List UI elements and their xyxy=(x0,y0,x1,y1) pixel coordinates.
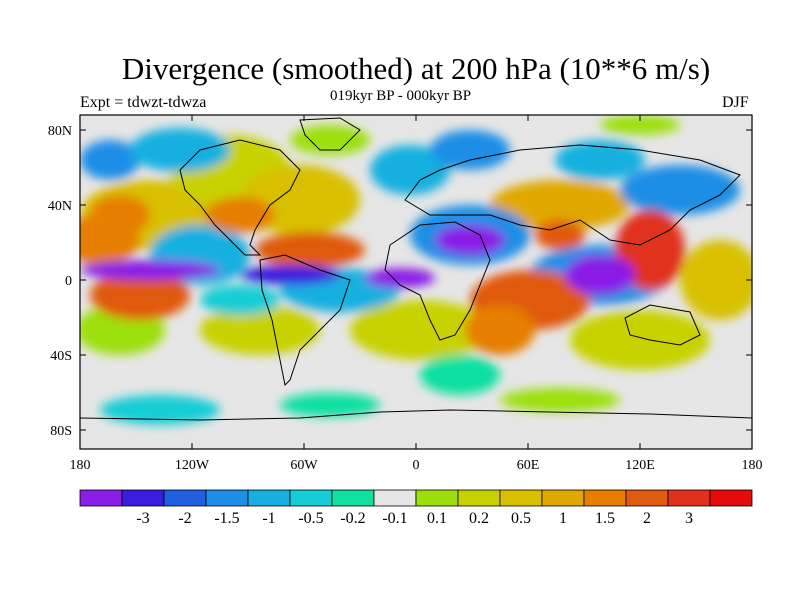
experiment-label: Expt = tdwzt-tdwza xyxy=(80,94,207,111)
colorbar-label: -1.5 xyxy=(214,510,239,527)
colorbar-box xyxy=(499,489,543,507)
colorbar-label: 0.2 xyxy=(469,510,489,527)
map-title: Divergence (smoothed) at 200 hPa (10**6 … xyxy=(121,51,711,86)
colorbar-legend: -3 -2 -1.5 -1 -0.5 -0.2 -0.1 0.1 0.2 0.5 1 1.5 2 3 xyxy=(79,489,753,527)
colorbar-box xyxy=(247,489,291,507)
colorbar-label: -3 xyxy=(136,510,149,527)
y-tick-label: 80N xyxy=(48,124,72,139)
colorbar-box xyxy=(331,489,375,507)
colorbar-label: 3 xyxy=(685,510,693,527)
colorbar-box xyxy=(541,489,585,507)
colorbar-box xyxy=(205,489,249,507)
x-tick-label: 120W xyxy=(175,458,210,473)
colorbar-label: 0.1 xyxy=(427,510,447,527)
y-tick-label: 40S xyxy=(50,349,72,364)
colorbar-label: -0.2 xyxy=(340,510,365,527)
colorbar-box xyxy=(289,489,333,507)
colorbar-box xyxy=(457,489,501,507)
colorbar-box xyxy=(373,489,417,507)
x-tick-label: 60E xyxy=(517,458,540,473)
y-tick-label: 40N xyxy=(48,199,72,214)
colorbar-box xyxy=(667,489,711,507)
divergence-field xyxy=(80,115,752,449)
x-tick-label: 120E xyxy=(625,458,655,473)
colorbar-label: 1 xyxy=(559,510,567,527)
colorbar-label: -2 xyxy=(178,510,191,527)
x-tick-label: 0 xyxy=(413,458,420,473)
colorbar-label: -1 xyxy=(262,510,275,527)
x-tick-label: 60W xyxy=(290,458,318,473)
y-axis: 80N 40N 0 40S 80S xyxy=(48,124,752,439)
y-tick-label: 0 xyxy=(65,274,72,289)
colorbar-label: -0.1 xyxy=(382,510,407,527)
colorbar-box xyxy=(583,489,627,507)
colorbar-label: 2 xyxy=(643,510,651,527)
colorbar-box xyxy=(709,489,753,507)
x-tick-label: 180 xyxy=(70,458,91,473)
map-subtitle: 019kyr BP - 000kyr BP xyxy=(330,88,472,104)
colorbar-box xyxy=(79,489,123,507)
x-tick-label: 180 xyxy=(742,458,763,473)
colorbar-label: 1.5 xyxy=(595,510,615,527)
x-axis: 180 120W 60W 0 60E 120E 180 xyxy=(70,115,763,473)
colorbar-box xyxy=(625,489,669,507)
season-label: DJF xyxy=(722,94,749,111)
colorbar-box xyxy=(121,489,165,507)
colorbar-label: 0.5 xyxy=(511,510,531,527)
y-tick-label: 80S xyxy=(50,424,72,439)
colorbar-box xyxy=(415,489,459,507)
colorbar-box xyxy=(163,489,207,507)
colorbar-label: -0.5 xyxy=(298,510,323,527)
coastlines xyxy=(80,117,752,421)
